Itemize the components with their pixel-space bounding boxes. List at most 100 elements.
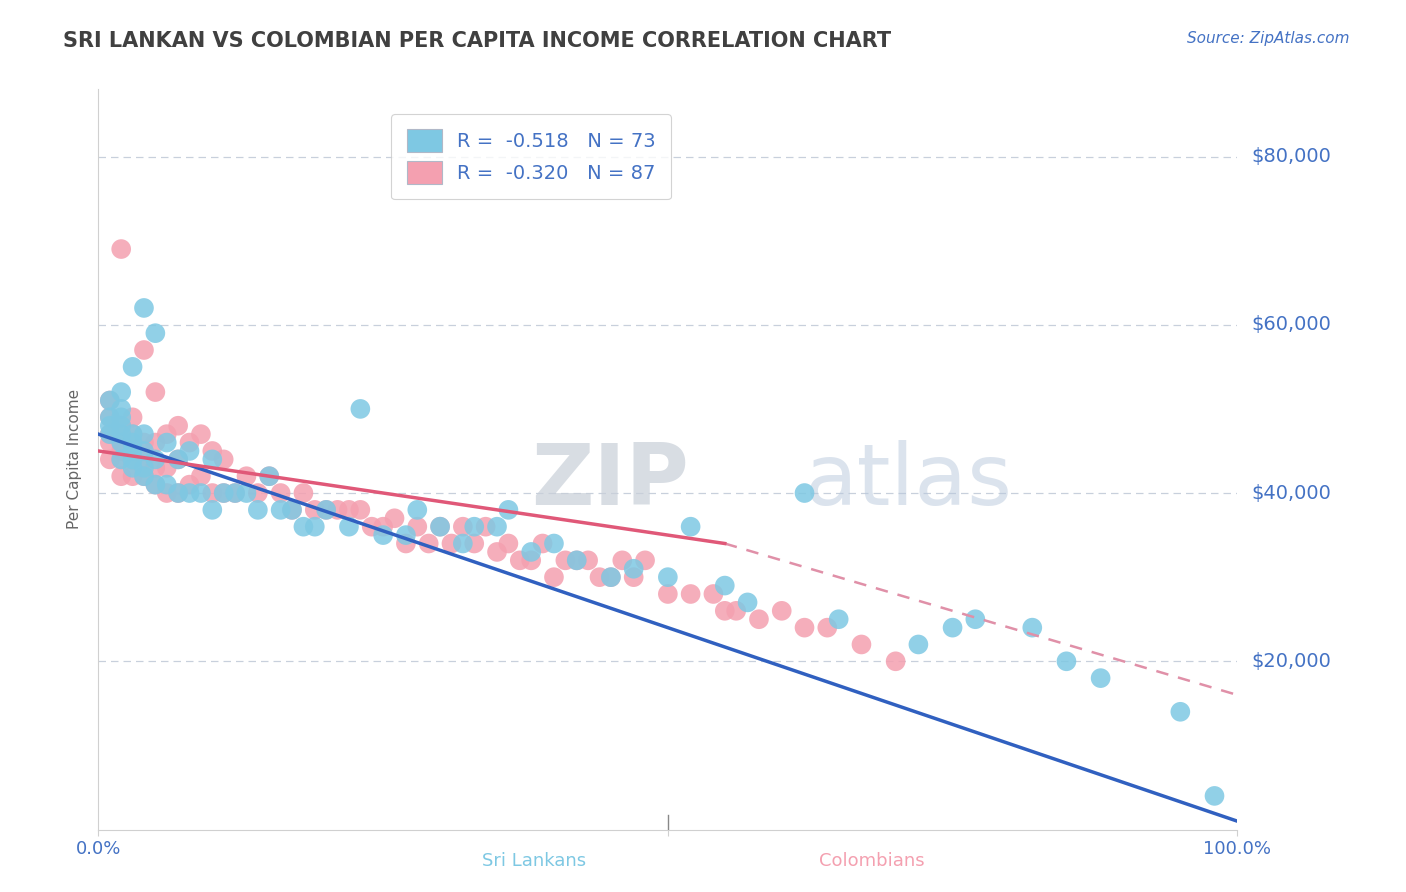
Point bbox=[201, 452, 224, 467]
Point bbox=[259, 469, 281, 483]
Point bbox=[315, 503, 337, 517]
Point bbox=[110, 385, 132, 400]
Point bbox=[132, 301, 155, 315]
Point bbox=[167, 486, 190, 500]
Point bbox=[531, 536, 554, 550]
Point bbox=[1170, 705, 1192, 719]
Point bbox=[98, 435, 121, 450]
Point bbox=[337, 503, 360, 517]
Point bbox=[371, 528, 394, 542]
Text: $80,000: $80,000 bbox=[1251, 147, 1331, 166]
Point bbox=[212, 452, 235, 467]
Point bbox=[132, 444, 155, 458]
Point bbox=[110, 435, 132, 450]
Point bbox=[224, 486, 246, 500]
Point bbox=[600, 570, 623, 584]
Text: Colombians: Colombians bbox=[818, 852, 925, 870]
Point bbox=[132, 427, 155, 442]
Point bbox=[121, 435, 143, 450]
Point bbox=[156, 477, 179, 491]
Point bbox=[884, 654, 907, 668]
Point bbox=[815, 621, 838, 635]
Point bbox=[224, 486, 246, 500]
Point bbox=[98, 427, 121, 442]
Point bbox=[110, 427, 132, 442]
Point bbox=[246, 486, 269, 500]
Point bbox=[98, 418, 121, 433]
Point bbox=[121, 444, 143, 458]
Point bbox=[702, 587, 724, 601]
Point bbox=[1090, 671, 1112, 685]
Point bbox=[98, 427, 121, 442]
Point bbox=[121, 427, 143, 442]
Text: ZIP: ZIP bbox=[531, 440, 689, 523]
Point bbox=[110, 242, 132, 256]
Point bbox=[281, 503, 304, 517]
Text: atlas: atlas bbox=[804, 440, 1012, 523]
Point bbox=[132, 343, 155, 357]
Point bbox=[121, 452, 143, 467]
Point bbox=[110, 435, 132, 450]
Point bbox=[156, 460, 179, 475]
Point bbox=[121, 435, 143, 450]
Point bbox=[337, 519, 360, 533]
Point bbox=[509, 553, 531, 567]
Point bbox=[167, 452, 190, 467]
Text: Source: ZipAtlas.com: Source: ZipAtlas.com bbox=[1187, 31, 1350, 46]
Point bbox=[98, 393, 121, 408]
Text: Sri Lankans: Sri Lankans bbox=[482, 852, 586, 870]
Point bbox=[235, 486, 257, 500]
Point bbox=[543, 570, 565, 584]
Point bbox=[657, 570, 679, 584]
Point bbox=[942, 621, 965, 635]
Point bbox=[167, 418, 190, 433]
Text: $40,000: $40,000 bbox=[1251, 483, 1331, 502]
Point bbox=[201, 486, 224, 500]
Point bbox=[520, 545, 543, 559]
Point bbox=[406, 519, 429, 533]
Point bbox=[156, 427, 179, 442]
Point bbox=[110, 469, 132, 483]
Point bbox=[748, 612, 770, 626]
Point bbox=[145, 435, 167, 450]
Point bbox=[179, 444, 201, 458]
Point bbox=[110, 452, 132, 467]
Point bbox=[145, 385, 167, 400]
Point bbox=[190, 486, 212, 500]
Point bbox=[965, 612, 987, 626]
Point bbox=[384, 511, 406, 525]
Point bbox=[132, 435, 155, 450]
Point bbox=[121, 452, 143, 467]
Point bbox=[588, 570, 610, 584]
Point bbox=[395, 528, 418, 542]
Point bbox=[725, 604, 748, 618]
Text: $60,000: $60,000 bbox=[1251, 315, 1331, 334]
Point bbox=[110, 452, 132, 467]
Point bbox=[543, 536, 565, 550]
Point bbox=[657, 587, 679, 601]
Point bbox=[121, 469, 143, 483]
Point bbox=[190, 427, 212, 442]
Point bbox=[110, 410, 132, 425]
Point bbox=[360, 519, 382, 533]
Point bbox=[167, 486, 190, 500]
Point bbox=[179, 477, 201, 491]
Point bbox=[520, 553, 543, 567]
Point bbox=[714, 578, 737, 592]
Point bbox=[395, 536, 418, 550]
Point bbox=[292, 519, 315, 533]
Point bbox=[418, 536, 440, 550]
Point bbox=[145, 460, 167, 475]
Point bbox=[429, 519, 451, 533]
Point bbox=[406, 503, 429, 517]
Text: SRI LANKAN VS COLOMBIAN PER CAPITA INCOME CORRELATION CHART: SRI LANKAN VS COLOMBIAN PER CAPITA INCOM… bbox=[63, 31, 891, 51]
Point bbox=[98, 393, 121, 408]
Point bbox=[554, 553, 576, 567]
Point bbox=[201, 503, 224, 517]
Point bbox=[451, 519, 474, 533]
Point bbox=[281, 503, 304, 517]
Point bbox=[145, 477, 167, 491]
Y-axis label: Per Capita Income: Per Capita Income bbox=[67, 389, 83, 530]
Point bbox=[235, 469, 257, 483]
Point bbox=[474, 519, 496, 533]
